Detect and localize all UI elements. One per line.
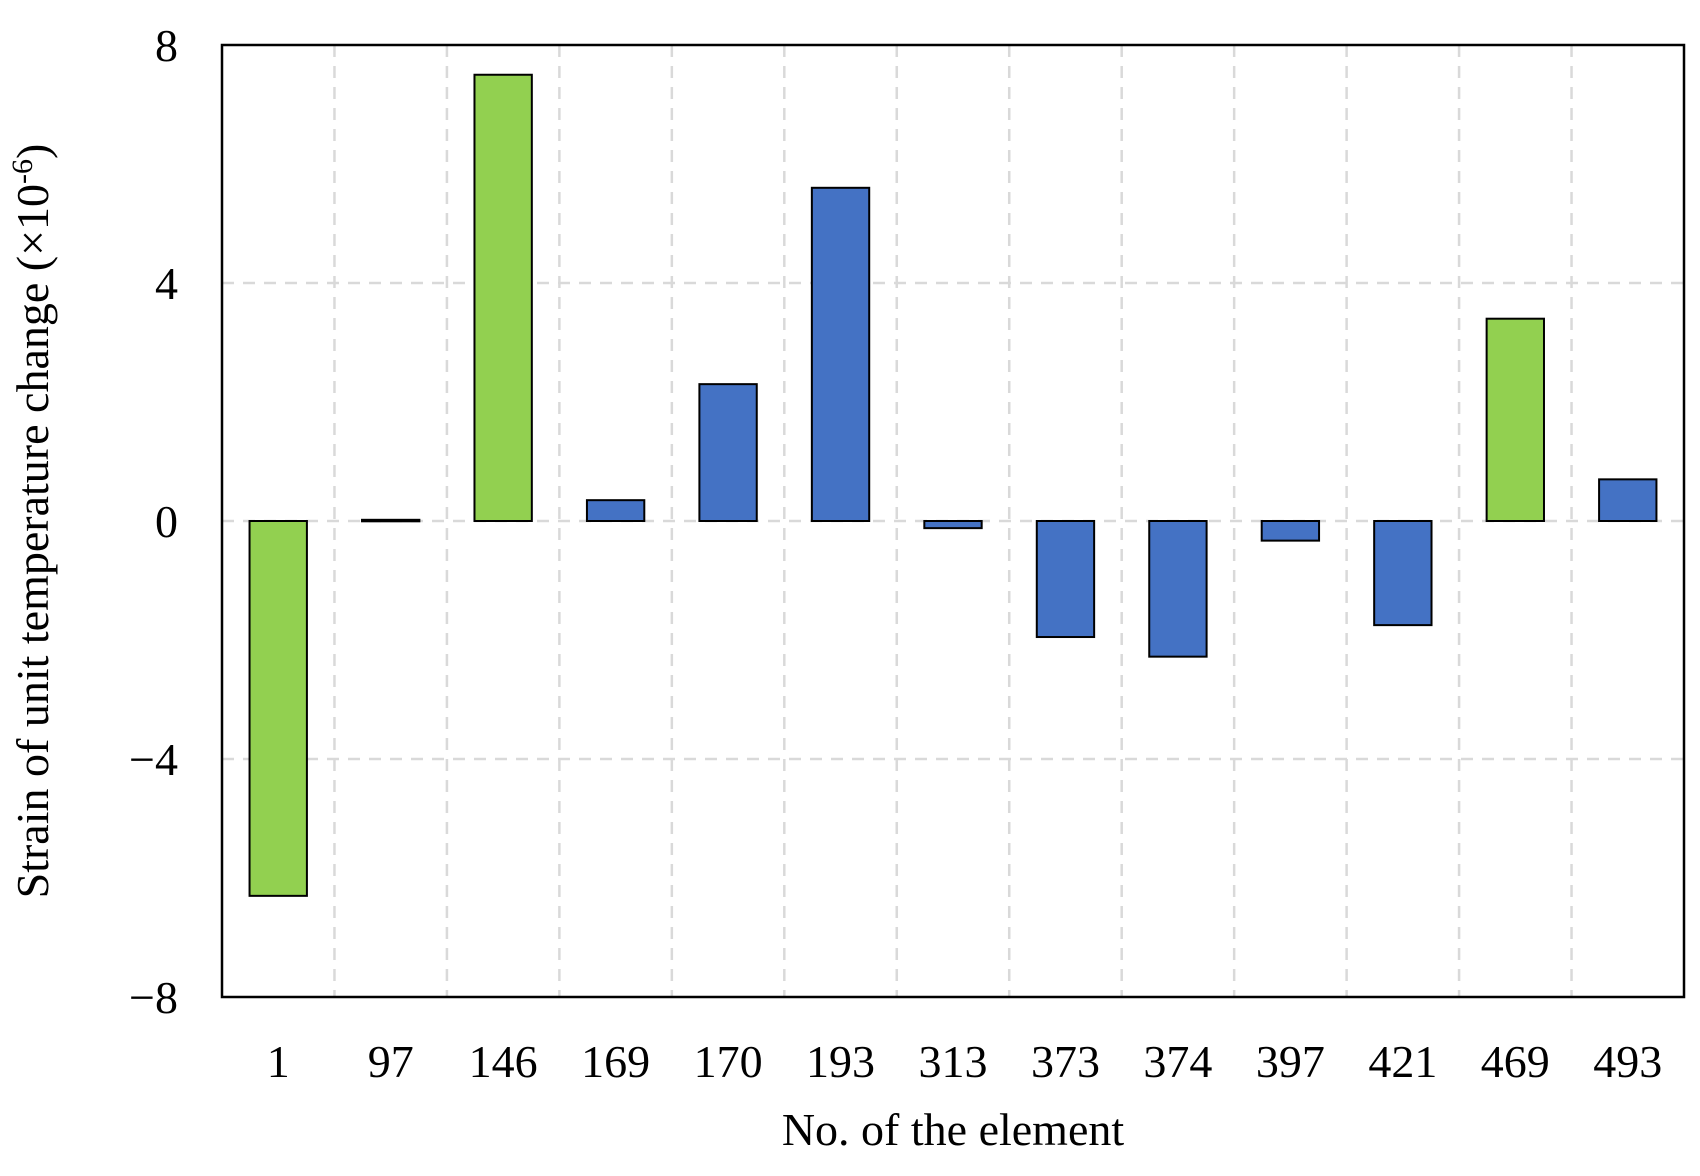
x-tick-label: 493: [1593, 1036, 1662, 1087]
x-tick-label: 97: [368, 1036, 414, 1087]
x-tick-label: 1: [267, 1036, 290, 1087]
y-axis-title-superscript: -6: [6, 159, 39, 184]
x-tick-label: 313: [919, 1036, 988, 1087]
plot-frame: [220, 43, 1686, 999]
bar-313: [923, 520, 983, 530]
x-tick-label: 146: [469, 1036, 538, 1087]
x-tick-label: 193: [806, 1036, 875, 1087]
bar-469: [1485, 317, 1545, 523]
y-tick-label: 0: [155, 496, 178, 547]
bars: [248, 73, 1658, 897]
bar-97: [361, 518, 421, 523]
bar-169: [585, 499, 646, 522]
x-tick-labels: 1 97 146 169 170 193 313 373 374 397 421 469 493: [267, 1036, 1663, 1087]
bar-146: [473, 73, 533, 522]
x-axis-title: No. of the element: [782, 1104, 1125, 1155]
bar-170: [698, 383, 758, 522]
y-tick-label: 8: [155, 20, 178, 71]
bar-373: [1035, 520, 1096, 639]
x-tick-label: 397: [1256, 1036, 1325, 1087]
x-tick-label: 421: [1368, 1036, 1437, 1087]
bar-493: [1598, 478, 1658, 523]
x-tick-label: 374: [1143, 1036, 1212, 1087]
x-tick-label: 373: [1031, 1036, 1100, 1087]
bar-374: [1148, 520, 1208, 658]
y-axis-title-close: ): [7, 144, 58, 159]
bar-1: [248, 520, 308, 897]
grid-lines: [222, 45, 1684, 997]
x-tick-label: 170: [694, 1036, 763, 1087]
y-tick-label: 4: [155, 258, 178, 309]
x-tick-label: 469: [1481, 1036, 1550, 1087]
y-tick-label: −8: [129, 972, 178, 1023]
y-tick-labels: 8 4 0 −4 −8: [129, 20, 178, 1023]
y-axis-title-main: Strain of unit temperature change (×10: [7, 184, 58, 898]
y-tick-label: −4: [129, 734, 178, 785]
bar-397: [1260, 520, 1321, 542]
bar-421: [1373, 520, 1433, 627]
bar-193: [810, 186, 871, 523]
y-axis-title: Strain of unit temperature change (×10-6…: [6, 144, 58, 899]
x-tick-label: 169: [581, 1036, 650, 1087]
